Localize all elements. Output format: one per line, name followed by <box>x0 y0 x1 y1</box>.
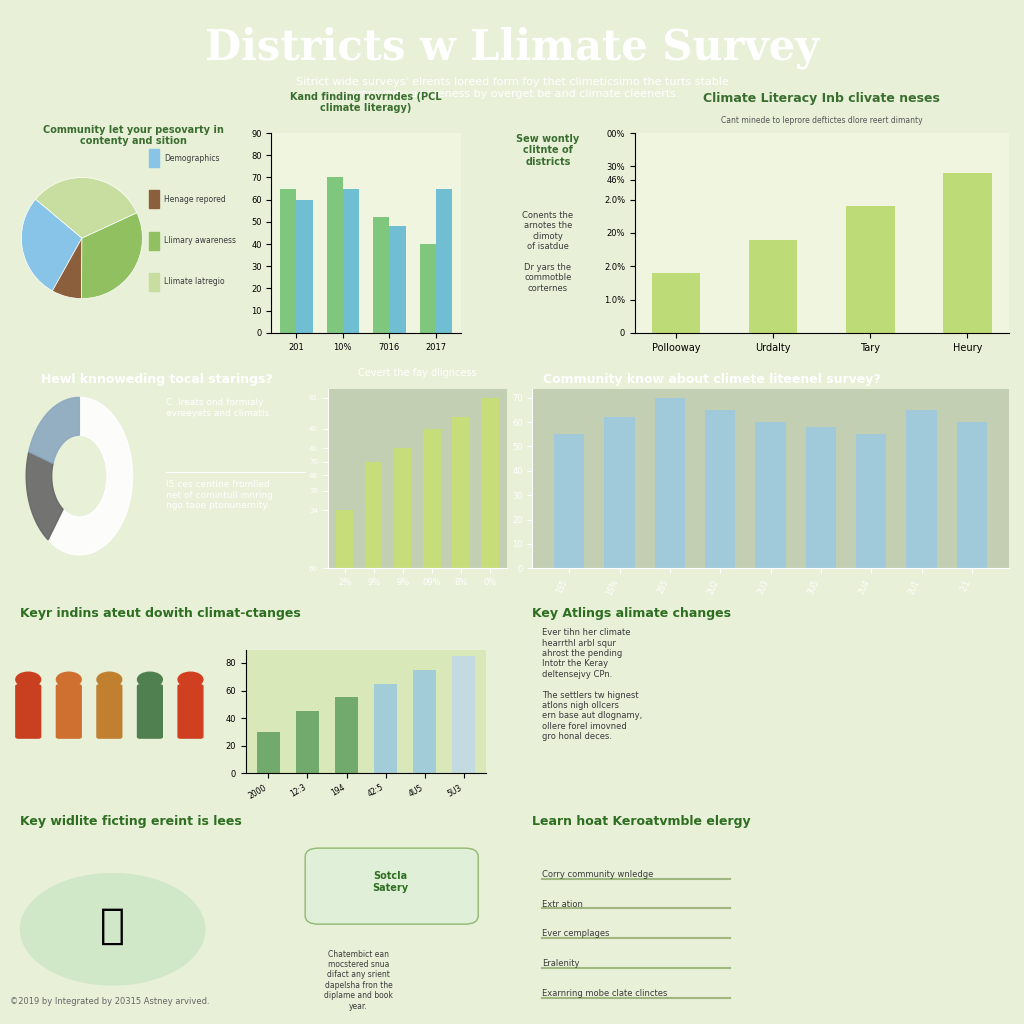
Bar <box>554 434 585 568</box>
Text: Extr ation: Extr ation <box>542 900 583 908</box>
Bar <box>706 410 735 568</box>
Bar <box>389 226 406 333</box>
Text: Kand finding rovrndes (PCL
climate literagy): Kand finding rovrndes (PCL climate liter… <box>290 91 442 114</box>
Text: Districts w Llimate Survey: Districts w Llimate Survey <box>205 27 819 70</box>
Text: Llimary awareness: Llimary awareness <box>164 237 237 245</box>
Text: Cevert the fay dligncess: Cevert the fay dligncess <box>358 369 476 378</box>
Bar <box>652 272 700 333</box>
Text: Corry community wnledge: Corry community wnledge <box>542 870 653 879</box>
Wedge shape <box>52 238 82 299</box>
Bar <box>453 417 470 568</box>
Bar <box>943 173 991 333</box>
Bar <box>336 510 353 568</box>
Text: Sew wontly
clitnte of
districts: Sew wontly clitnte of districts <box>516 134 580 167</box>
Bar <box>150 190 159 208</box>
FancyBboxPatch shape <box>305 848 478 924</box>
Circle shape <box>56 672 81 687</box>
Text: Community let your pesovarty in
contenty and sition: Community let your pesovarty in contenty… <box>43 125 223 146</box>
Text: Community know about climete liteenel survey?: Community know about climete liteenel su… <box>543 373 881 385</box>
Text: Conents the
arnotes the
climoty
of isatdue

Dr yars the
commotble
corternes: Conents the arnotes the climoty of isatd… <box>522 211 573 293</box>
FancyBboxPatch shape <box>178 685 203 738</box>
Bar <box>654 397 685 568</box>
Bar <box>150 272 159 291</box>
Text: ©2019 by Integrated by 20315 Astney arvived.: ©2019 by Integrated by 20315 Astney arvi… <box>10 997 210 1007</box>
Circle shape <box>137 672 162 687</box>
Bar <box>856 434 887 568</box>
Bar <box>423 429 440 568</box>
Bar <box>906 410 937 568</box>
Wedge shape <box>36 177 137 238</box>
Bar <box>365 462 382 568</box>
Text: Climate Literacy Inb clivate neses: Climate Literacy Inb clivate neses <box>703 92 940 105</box>
Text: Key Atlings alimate changes: Key Atlings alimate changes <box>532 607 731 621</box>
Bar <box>150 150 159 167</box>
FancyBboxPatch shape <box>97 685 122 738</box>
Bar <box>257 732 281 773</box>
Text: I5.ces centine fromlied
net of comintull mnring
ngo taoe ptonunernity.: I5.ces centine fromlied net of comintull… <box>166 480 273 510</box>
Bar <box>481 397 499 568</box>
Bar <box>420 244 436 333</box>
Bar <box>335 697 358 773</box>
Bar <box>374 684 397 773</box>
Text: Keyr indins ateut dowith climat-ctanges: Keyr indins ateut dowith climat-ctanges <box>20 607 301 621</box>
Bar <box>296 711 319 773</box>
Bar <box>452 656 475 773</box>
Bar <box>756 422 785 568</box>
Text: Sotcla
Satery: Sotcla Satery <box>373 871 409 893</box>
FancyBboxPatch shape <box>137 685 162 738</box>
Bar <box>327 177 343 333</box>
Text: Ever tihn her climate
hearrthl arbl squr
ahrost the pending
Intotr the Keray
del: Ever tihn her climate hearrthl arbl squr… <box>542 628 642 741</box>
Bar <box>296 200 312 333</box>
Bar <box>749 240 798 333</box>
Text: Exarnring mobe clate clinctes: Exarnring mobe clate clinctes <box>542 989 668 997</box>
Circle shape <box>178 672 203 687</box>
Text: Key widlite ficting ereint is lees: Key widlite ficting ereint is lees <box>20 815 243 828</box>
Text: Learn hoat Keroatvmble elergy: Learn hoat Keroatvmble elergy <box>532 815 752 828</box>
Bar <box>373 217 389 333</box>
Bar <box>604 417 635 568</box>
Bar <box>150 231 159 250</box>
Bar <box>956 422 987 568</box>
Circle shape <box>16 672 41 687</box>
Text: Henage repored: Henage repored <box>164 195 226 204</box>
Text: Cant minede to leprore deftictes dlore reert dimanty: Cant minede to leprore deftictes dlore r… <box>721 116 923 125</box>
Text: 🌍: 🌍 <box>100 905 125 947</box>
Text: Chatembict ean
mocstered snua
difact any srient
dapelsha fron the
diplame and bo: Chatembict ean mocstered snua difact any… <box>324 949 393 1011</box>
Bar <box>806 427 836 568</box>
Polygon shape <box>29 397 80 464</box>
FancyBboxPatch shape <box>16 685 41 738</box>
Wedge shape <box>82 213 142 299</box>
Wedge shape <box>22 200 82 291</box>
Text: Eralenity: Eralenity <box>542 958 580 968</box>
Bar <box>436 188 453 333</box>
Text: Llimate latregio: Llimate latregio <box>164 278 224 287</box>
Bar <box>280 188 296 333</box>
Bar <box>413 670 436 773</box>
Bar <box>343 188 359 333</box>
Text: Sitrict wide surveys' elrents loreed form foy thet climeticsimo the turts stable: Sitrict wide surveys' elrents loreed for… <box>296 78 728 99</box>
Text: Hewl knnoweding tocal starings?: Hewl knnoweding tocal starings? <box>41 373 272 385</box>
Polygon shape <box>48 397 132 555</box>
FancyBboxPatch shape <box>56 685 81 738</box>
Polygon shape <box>27 452 63 540</box>
Bar <box>394 449 412 568</box>
Text: Ever cemplages: Ever cemplages <box>542 930 609 938</box>
Bar <box>846 207 895 333</box>
Text: Demographics: Demographics <box>164 154 219 163</box>
Ellipse shape <box>20 873 205 985</box>
Circle shape <box>97 672 122 687</box>
Text: C..lreats ond formialy
evreeyets and climatls.: C..lreats ond formialy evreeyets and cli… <box>166 398 272 418</box>
